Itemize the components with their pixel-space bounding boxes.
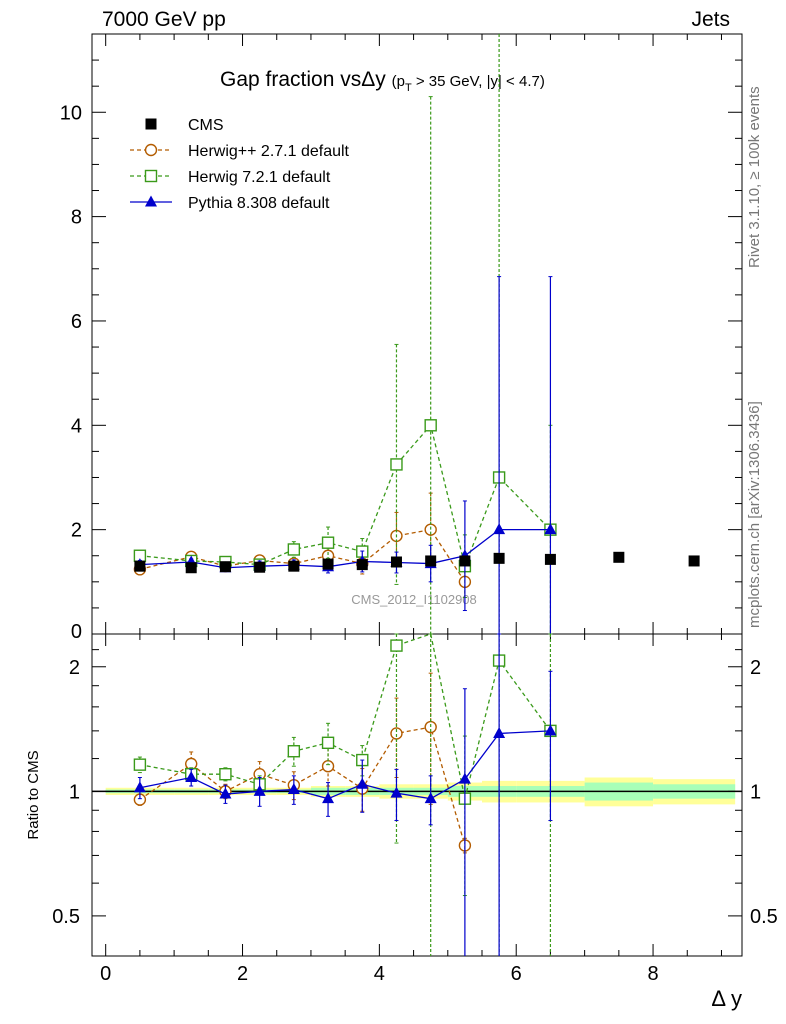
pythia-8-308-default-ratio-point	[424, 792, 437, 804]
y-tick-label: 10	[60, 102, 82, 124]
pythia-8-308-default-ratio-line	[139, 730, 551, 800]
y-axis-label: Ratio to CMS	[25, 750, 42, 839]
cms-point	[254, 561, 266, 573]
y-tick-label-right: 2	[750, 657, 761, 679]
y-tick-label-right: 1	[750, 781, 761, 803]
pythia-8-308-default-ratio-point	[322, 792, 335, 804]
pythia-8-308-default-ratio-point	[544, 724, 557, 736]
x-tick-label: 6	[511, 963, 522, 985]
herwig-2-7-1-default-ratio-point	[390, 727, 403, 740]
cms-point	[322, 558, 334, 570]
cms-point	[219, 561, 231, 573]
legend-marker-herwig-7-2-1-default	[144, 169, 158, 183]
x-tick-label: 2	[237, 963, 248, 985]
herwig-7-2-1-default-point	[390, 458, 403, 471]
y-tick-label: 4	[71, 415, 82, 437]
pythia-8-308-default-ratio-point	[287, 783, 300, 795]
analysis-watermark: CMS_2012_I1102908	[351, 592, 477, 607]
herwig-7-2-1-default-ratio-line	[139, 633, 551, 799]
herwig-7-2-1-default-ratio-point	[390, 639, 403, 652]
y-tick-label: 8	[71, 207, 82, 229]
pythia-8-308-default-ratio-point	[133, 781, 146, 793]
pythia-8-308-default-ratio-point	[185, 771, 198, 783]
cms-point	[544, 553, 556, 565]
y-tick-label: 2	[69, 657, 80, 679]
cms-point	[688, 555, 700, 567]
legend-marker-pythia-8-308-default	[145, 195, 157, 207]
x-tick-label: 8	[647, 963, 658, 985]
cms-point	[459, 555, 471, 567]
herwig-7-2-1-default-ratio-point	[133, 758, 147, 771]
herwig-7-2-1-default-ratio-point	[321, 736, 335, 750]
energy-label: 7000 GeV pp	[102, 8, 226, 31]
pythia-8-308-default-ratio-point	[493, 726, 506, 738]
herwig-7-2-1-default-line	[139, 423, 551, 569]
pythia-8-308-default-point	[544, 523, 557, 535]
cms-point	[493, 552, 505, 564]
x-tick-label: 4	[374, 963, 385, 985]
legend-label-pythia-8-308-default: Pythia 8.308 default	[188, 195, 330, 212]
cms-point	[613, 551, 625, 563]
y-tick-label: 0.5	[52, 906, 80, 928]
herwig-7-2-1-default-point	[424, 419, 437, 432]
cms-point	[134, 560, 146, 572]
legend-label-herwig-7-2-1-default: Herwig 7.2.1 default	[188, 169, 331, 186]
x-axis-label: Δ y	[711, 986, 742, 1011]
y-tick-label-right: 0.5	[750, 906, 778, 928]
pythia-8-308-default-line	[139, 529, 551, 569]
pythia-8-308-default-ratio-point	[253, 784, 266, 796]
legend-marker-herwig-2-7-1-default	[144, 143, 158, 157]
herwig-7-2-1-default-point	[321, 536, 335, 549]
legend-marker-cms	[145, 118, 157, 130]
legend-label-cms: CMS	[188, 117, 224, 134]
ratio-plot-panel: 0 2 4 6 8 Δ y 0.5 0.5 1 1 2 2 Ratio to CMS	[25, 633, 778, 1011]
chart-title: Gap fraction vsΔy (pT > 35 GeV, |y| < 4.…	[220, 68, 545, 94]
cms-point	[288, 560, 300, 572]
herwig-7-2-1-default-ratio-point	[287, 745, 301, 758]
pythia-8-308-default-ratio-point	[356, 777, 369, 789]
category-label: Jets	[691, 8, 730, 31]
y-tick-label: 6	[71, 311, 82, 333]
y-tick-label: 0	[71, 621, 82, 643]
herwig-7-2-1-default-ratio-point	[219, 768, 232, 781]
y-tick-label: 1	[69, 781, 80, 803]
herwig-2-7-1-default-line	[139, 528, 466, 583]
herwig-2-7-1-default-ratio-line	[139, 726, 466, 846]
pythia-8-308-default-point	[493, 523, 506, 535]
ratio-plot-frame	[91, 633, 743, 957]
cms-point	[390, 556, 402, 568]
main-plot-panel: 0 2 4 6 8 10 Gap fraction vsΔy (pT > 35 GeV, |…	[60, 33, 743, 643]
herwig-2-7-1-default-ratio-point	[321, 760, 335, 773]
pythia-8-308-default-ratio-point	[219, 787, 232, 799]
herwig-7-2-1-default-point	[287, 543, 301, 556]
y-tick-label: 2	[71, 520, 82, 542]
pythia-8-308-default-ratio-point	[390, 786, 403, 798]
cms-point	[425, 555, 437, 567]
legend-label-herwig-2-7-1-default: Herwig++ 2.7.1 default	[188, 143, 350, 160]
pythia-8-308-default-ratio-point	[458, 772, 471, 784]
cms-point	[356, 559, 368, 571]
cms-point	[185, 562, 197, 574]
x-tick-label: 0	[100, 963, 111, 985]
